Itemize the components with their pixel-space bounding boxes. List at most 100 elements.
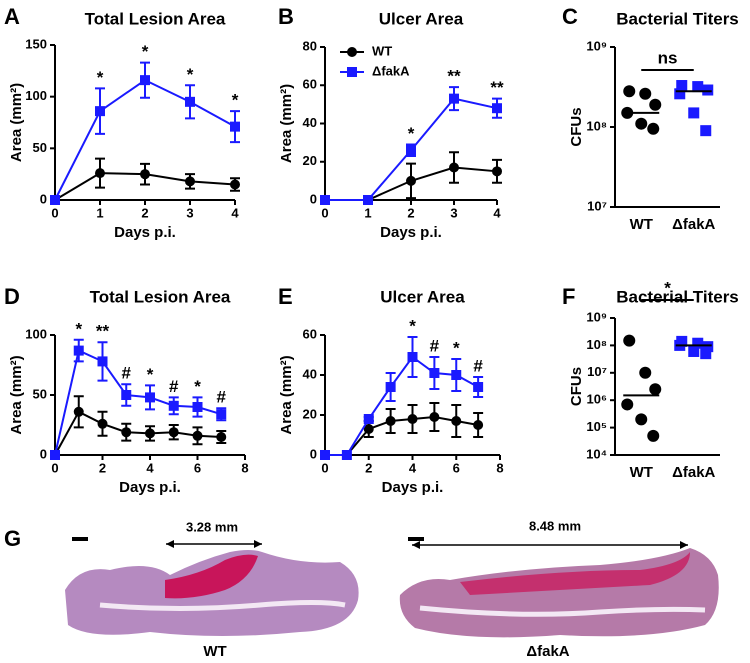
panel-letter: D <box>4 284 20 309</box>
y-axis-label: Area (mm²) <box>8 83 25 162</box>
marker <box>97 356 108 367</box>
marker <box>692 81 704 93</box>
y-tick-label: 100 <box>25 88 47 103</box>
marker <box>385 382 396 392</box>
y-tick-label: 10⁵ <box>586 419 607 434</box>
legend: WT ΔfakA <box>340 43 410 78</box>
marker <box>363 424 374 434</box>
marker <box>492 166 502 177</box>
marker <box>647 122 660 135</box>
y-tick-label: 10⁴ <box>586 446 607 461</box>
panel-letter: B <box>278 4 294 29</box>
x-tick-label: WT <box>630 216 653 233</box>
significance: * <box>664 278 671 297</box>
series <box>320 151 502 205</box>
x-tick-label: 1 <box>96 205 103 220</box>
significance: * <box>453 338 460 357</box>
histology-wt <box>65 537 359 636</box>
marker <box>621 398 634 411</box>
marker <box>635 117 648 130</box>
y-tick-label: 100 <box>25 326 47 341</box>
y-axis-label: Area (mm²) <box>8 355 25 434</box>
marker <box>363 414 374 424</box>
panel-letter: E <box>278 284 293 309</box>
x-tick-label: 0 <box>51 460 58 475</box>
y-tick-label: 20 <box>303 406 317 421</box>
series <box>320 336 484 460</box>
marker <box>688 345 700 357</box>
significance: # <box>430 336 440 355</box>
series <box>50 338 227 460</box>
histology-fakA <box>399 537 719 638</box>
y-tick-label: 60 <box>303 77 317 92</box>
legend-label: ΔfakA <box>372 63 410 78</box>
significance: * <box>187 65 194 84</box>
x-tick-label: 6 <box>194 460 201 475</box>
marker <box>320 450 330 460</box>
x-tick-label: 4 <box>409 460 417 475</box>
marker <box>192 402 203 412</box>
marker <box>623 334 636 347</box>
significance: ** <box>96 322 110 341</box>
y-tick-label: 10⁹ <box>586 38 607 53</box>
marker <box>320 195 330 205</box>
y-tick-label: 50 <box>33 140 47 155</box>
y-tick-label: 150 <box>25 36 47 51</box>
marker <box>168 427 179 438</box>
marker <box>492 103 502 114</box>
y-tick-label: 0 <box>310 446 317 461</box>
y-tick-label: 20 <box>303 153 317 168</box>
significance: * <box>194 377 201 396</box>
significance: * <box>409 316 416 335</box>
marker <box>230 179 240 190</box>
marker <box>700 348 712 360</box>
marker <box>676 80 688 92</box>
marker <box>451 416 462 426</box>
marker <box>639 87 652 100</box>
y-tick-label: 50 <box>33 386 47 401</box>
marker <box>688 107 700 119</box>
significance: # <box>122 364 132 383</box>
marker <box>73 406 84 417</box>
significance: ** <box>490 78 504 97</box>
x-tick-label: 0 <box>321 460 328 475</box>
marker <box>406 145 416 156</box>
x-tick-label: 2 <box>99 460 106 475</box>
significance: * <box>75 319 82 338</box>
marker <box>97 418 108 429</box>
significance: # <box>217 388 227 407</box>
x-tick-label: WT <box>630 464 653 481</box>
significance: # <box>473 356 483 375</box>
x-tick-label: ΔfakA <box>672 464 715 481</box>
series <box>50 157 240 205</box>
marker <box>702 341 714 353</box>
x-tick-label: 8 <box>496 460 503 475</box>
marker <box>341 450 352 460</box>
marker <box>700 125 712 137</box>
x-tick-label: 3 <box>450 205 457 220</box>
marker <box>451 370 462 380</box>
marker <box>407 352 418 362</box>
marker <box>473 420 484 430</box>
panel-letter: G <box>4 526 21 551</box>
marker <box>185 96 195 107</box>
x-tick-label: 6 <box>453 460 460 475</box>
x-tick-label: 2 <box>141 205 148 220</box>
x-tick-label: 0 <box>321 205 328 220</box>
marker <box>407 414 418 424</box>
marker <box>50 450 60 460</box>
marker <box>649 98 662 111</box>
significance: ns <box>658 48 678 67</box>
y-tick-label: 80 <box>303 38 317 53</box>
significance: * <box>142 42 149 61</box>
significance: * <box>232 91 239 110</box>
x-axis-label: Days p.i. <box>114 224 176 241</box>
y-tick-label: 0 <box>40 191 47 206</box>
y-axis-label: CFUs <box>568 367 585 406</box>
significance: * <box>408 124 415 143</box>
legend-label: WT <box>372 43 392 58</box>
series <box>320 86 502 205</box>
x-tick-label: 4 <box>231 205 239 220</box>
series <box>50 61 240 205</box>
